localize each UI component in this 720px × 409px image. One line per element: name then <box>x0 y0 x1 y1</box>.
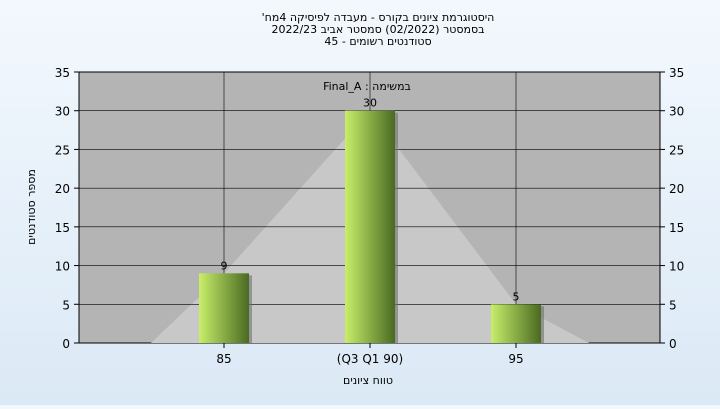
chart-title-line-1: 'היסטוגרמת ציונים בקורס - מעבדה לפיסיקה … <box>262 11 495 24</box>
y-tick-label-right: 20 <box>669 182 684 196</box>
chart-title-line-2: בסמסטר (02/2022) סמסטר אביב 2022/23 <box>271 23 484 36</box>
y-tick-label-left: 10 <box>55 260 70 274</box>
bar <box>199 273 249 343</box>
y-tick-label-right: 0 <box>669 337 677 351</box>
y-axis-label: מספר סטודנטים <box>25 169 38 245</box>
y-tick-label-left: 35 <box>55 66 70 80</box>
bar <box>491 304 541 343</box>
y-tick-label-left: 15 <box>55 221 70 235</box>
x-tick-label: 95 <box>508 352 523 366</box>
bar <box>345 110 395 343</box>
y-tick-label-left: 30 <box>55 105 70 119</box>
y-tick-label-right: 35 <box>669 66 684 80</box>
y-tick-label-left: 20 <box>55 182 70 196</box>
x-axis-label: טווח ציונים <box>343 374 393 387</box>
x-tick-label: (Q3 Q1 90) <box>337 352 403 366</box>
y-tick-label-left: 0 <box>62 337 70 351</box>
y-tick-label-left: 5 <box>62 298 70 312</box>
y-tick-label-right: 10 <box>669 260 684 274</box>
data-label: 5 <box>513 290 520 303</box>
y-tick-label-right: 15 <box>669 221 684 235</box>
y-tick-label-right: 5 <box>669 298 677 312</box>
y-tick-label-left: 25 <box>55 143 70 157</box>
data-label: 30 <box>363 97 377 110</box>
y-tick-label-right: 25 <box>669 143 684 157</box>
chart-annotation: Final_A : במשימה <box>323 80 411 93</box>
x-tick-label: 85 <box>216 352 231 366</box>
chart-title-line-3: סטודנטים רשומים - 45 <box>324 35 431 48</box>
data-label: 9 <box>221 259 228 272</box>
y-tick-label-right: 30 <box>669 105 684 119</box>
